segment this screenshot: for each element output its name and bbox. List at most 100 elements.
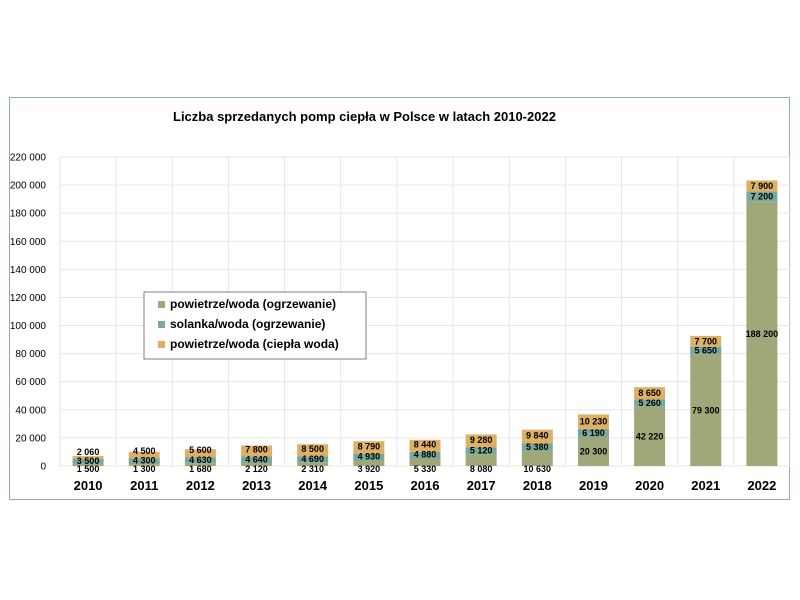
bar-segment (241, 456, 273, 464)
legend-swatch (158, 301, 165, 308)
bars (72, 180, 778, 466)
data-label: 4 300 (133, 456, 156, 466)
x-tick-label: 2022 (747, 478, 776, 493)
x-tick-label: 2012 (186, 478, 215, 493)
x-tick-label: 2015 (354, 478, 383, 493)
data-label: 7 700 (695, 336, 718, 346)
data-label: 79 300 (692, 405, 720, 415)
bar-segment (577, 437, 609, 466)
bar-segment (297, 444, 329, 457)
data-label: 7 900 (751, 181, 774, 191)
bar-segment (746, 180, 778, 192)
data-label: 8 080 (470, 464, 493, 474)
bar-segment (128, 451, 160, 459)
x-tick-label: 2010 (74, 478, 103, 493)
bar-segment (409, 458, 441, 466)
bar-segment (521, 443, 553, 452)
bar-segment (521, 451, 553, 466)
bar-segment (634, 399, 666, 407)
data-label: 8 440 (414, 440, 437, 450)
x-tick-label: 2017 (467, 478, 496, 493)
data-label: 4 640 (245, 454, 268, 464)
bar-segment (241, 463, 273, 466)
bar-segment (634, 387, 666, 400)
y-tick-label: 0 (40, 462, 46, 473)
y-tick-label: 20 000 (15, 433, 46, 444)
bar-segment (577, 414, 609, 429)
data-label: 9 840 (526, 431, 549, 441)
y-tick-label: 200 000 (10, 181, 46, 192)
data-label: 1 680 (189, 464, 212, 474)
data-label: 1 300 (133, 464, 156, 474)
x-tick-label: 2019 (579, 478, 608, 493)
data-label: 9 280 (470, 435, 493, 445)
legend-label: solanka/woda (ogrzewanie) (170, 317, 325, 331)
bar-segment (297, 456, 329, 463)
chart-frame: Liczba sprzedanych pomp ciepła w Polsce … (9, 97, 791, 500)
data-label: 188 200 (746, 329, 779, 339)
x-tick-label: 2014 (298, 478, 328, 493)
data-label: 42 220 (636, 431, 664, 441)
data-label: 5 380 (526, 442, 549, 452)
bar-segment (184, 463, 216, 466)
data-label: 8 500 (301, 444, 324, 454)
y-tick-label: 120 000 (10, 293, 46, 304)
bar-segment (353, 460, 385, 466)
data-label: 10 230 (580, 417, 608, 427)
data-label: 7 200 (751, 192, 774, 202)
y-tick-label: 180 000 (10, 209, 46, 220)
data-label: 5 330 (414, 464, 437, 474)
bar-segment (353, 441, 385, 454)
bar-segment (409, 439, 441, 452)
chart-svg: Liczba sprzedanych pomp ciepła w Polsce … (10, 109, 791, 493)
bar-segment (72, 463, 104, 466)
x-tick-label: 2020 (635, 478, 664, 493)
data-label: 2 120 (245, 464, 268, 474)
legend-label: powietrze/woda (ogrzewanie) (170, 297, 336, 311)
data-label: 8 790 (358, 441, 381, 451)
y-tick-label: 60 000 (15, 377, 46, 388)
data-label: 8 650 (638, 388, 661, 398)
legend-swatch (158, 341, 165, 348)
bar-segment (521, 429, 553, 444)
data-label: 4 880 (414, 450, 437, 460)
x-tick-label: 2018 (523, 478, 552, 493)
bar-segment (72, 456, 104, 459)
data-label: 3 500 (77, 456, 100, 466)
chart-title: Liczba sprzedanych pomp ciepła w Polsce … (173, 109, 556, 124)
data-label: 5 260 (638, 398, 661, 408)
y-axis-ticks: 0 20 000 40 000 60 000 80 000 100 000 120 000 1… (10, 153, 46, 473)
legend-swatch (158, 321, 165, 328)
bar-segment (353, 453, 385, 461)
bar-segment (465, 447, 497, 455)
x-axis-ticks: 2010 2011 2012 2013 2014 2015 2016 2017 2018 2019… (74, 478, 777, 493)
bar-segment (297, 462, 329, 466)
data-label: 4 690 (301, 454, 324, 464)
data-label: 6 190 (582, 428, 605, 438)
bar-segment (746, 201, 778, 466)
bar-segment (465, 454, 497, 466)
x-tick-label: 2016 (411, 478, 440, 493)
bar-segment (746, 191, 778, 202)
data-label: 4 930 (358, 452, 381, 462)
y-tick-label: 220 000 (10, 153, 46, 164)
bar-segment (128, 458, 160, 465)
y-tick-label: 140 000 (10, 265, 46, 276)
y-tick-label: 160 000 (10, 237, 46, 248)
data-label: 5 650 (695, 346, 718, 356)
x-tick-label: 2011 (130, 478, 158, 493)
bar-segment (690, 354, 722, 466)
y-tick-label: 100 000 (10, 321, 46, 332)
bar-segment (184, 457, 216, 464)
x-tick-label: 2013 (242, 478, 271, 493)
data-label: 2 060 (77, 447, 100, 457)
y-tick-label: 80 000 (15, 349, 46, 360)
y-tick-label: 40 000 (15, 405, 46, 416)
legend: powietrze/woda (ogrzewanie) solanka/woda … (143, 291, 367, 360)
bar-segment (72, 458, 104, 464)
data-label: 7 800 (245, 445, 268, 455)
legend-box (143, 291, 367, 360)
data-label: 4 630 (189, 455, 212, 465)
legend-label: powietrze/woda (ciepła woda) (170, 337, 339, 351)
